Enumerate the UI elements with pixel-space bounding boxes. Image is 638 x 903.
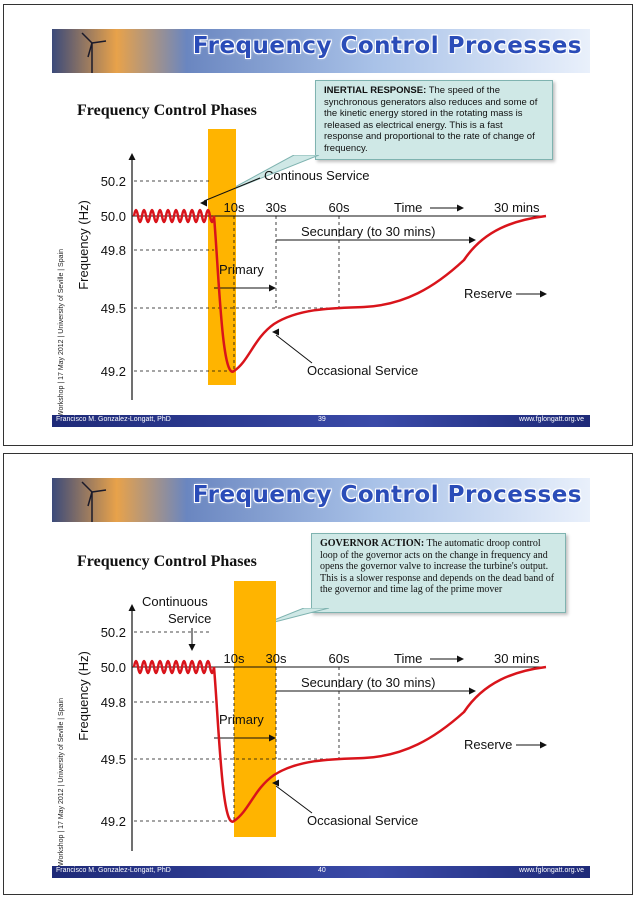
y-tick-label: 50.2 (101, 625, 126, 640)
arrow-head (272, 328, 279, 336)
inertial-response-callout: INERTIAL RESPONSE: The speed of the sync… (315, 80, 553, 160)
arrow-head (269, 734, 276, 742)
frequency-curve (132, 659, 547, 823)
footer-bar: Francisco M. Gonzalez-Longatt, PhD 40 ww… (52, 866, 590, 878)
primary-label: Primary (219, 712, 264, 727)
reserve-label: Reserve (464, 286, 512, 301)
x-tick-label: 60s (329, 200, 350, 215)
y-tick-label: 50.0 (101, 209, 126, 224)
banner-background (52, 29, 590, 73)
arrow-head (128, 153, 136, 160)
callout-text: The automatic droop control loop of the … (320, 538, 555, 595)
x-tick-label: 30s (266, 651, 287, 666)
callout-pointer (259, 608, 330, 627)
secondary-label: Secundary (to 30 mins) (301, 675, 435, 690)
callout-text: The speed of the synchronous generators … (324, 85, 538, 154)
footer-bar: Francisco M. Gonzalez-Longatt, PhD 39 ww… (52, 415, 590, 427)
wind-turbine-icon (81, 32, 107, 73)
y-tick-label: 49.8 (101, 695, 126, 710)
arrow-head (469, 236, 476, 244)
arrow-head (200, 199, 207, 207)
phase-title: Frequency Control Phases (77, 553, 257, 570)
frequency-chart: 50.2 50.0 49.8 49.5 49.2 10s 30s 60s Frequency (… (76, 581, 547, 851)
footer-page: 39 (318, 416, 326, 423)
frequency-chart: 50.2 50.0 49.8 49.5 49.2 10s 30s 60s Frequency (… (76, 129, 547, 400)
side-label: Workshop | 17 May 2012 | University of S… (58, 249, 65, 417)
y-tick-label: 49.5 (101, 752, 126, 767)
response-phase-band (234, 581, 276, 837)
slide-40: Frequency Control Processes Frequency Co… (3, 453, 633, 895)
y-tick-label: 50.2 (101, 174, 126, 189)
end-time-label: 30 mins (494, 651, 540, 666)
callout-lead: INERTIAL RESPONSE: (324, 85, 427, 96)
reserve-label: Reserve (464, 737, 512, 752)
continuous-service-label: Continuous (142, 594, 208, 609)
continuous-service-label: Continous Service (264, 168, 370, 183)
banner-title: Frequency Control Processes (192, 482, 582, 508)
service-arrow (203, 177, 261, 202)
time-label: Time (394, 200, 422, 215)
y-tick-label: 49.2 (101, 364, 126, 379)
governor-action-callout: GOVERNOR ACTION: The automatic droop con… (311, 533, 566, 613)
banner-background (52, 478, 590, 522)
arrow-head (469, 687, 476, 695)
footer-url[interactable]: www.fglongatt.org.ve (519, 867, 584, 874)
secondary-label: Secundary (to 30 mins) (301, 224, 435, 239)
arrow-head (457, 655, 464, 663)
callout-lead: GOVERNOR ACTION: (320, 538, 425, 549)
x-tick-label: 10s (224, 200, 245, 215)
occasional-service-label: Occasional Service (307, 363, 418, 378)
y-tick-label: 50.0 (101, 660, 126, 675)
banner-title: Frequency Control Processes (192, 33, 582, 59)
title-banner: Frequency Control Processes (52, 478, 590, 522)
arrow-head (188, 644, 196, 651)
arrow-head (272, 779, 279, 787)
occasional-arrow (275, 785, 313, 814)
footer-url[interactable]: www.fglongatt.org.ve (519, 416, 584, 423)
response-phase-band (208, 129, 236, 385)
arrow-head (540, 741, 547, 749)
arrow-head (269, 284, 276, 292)
y-axis-label: Frequency (Hz) (76, 200, 91, 290)
y-tick-label: 49.2 (101, 814, 126, 829)
y-tick-label: 49.5 (101, 301, 126, 316)
phase-title: Frequency Control Phases (77, 102, 257, 119)
footer-page: 40 (318, 867, 326, 874)
arrow-head (128, 604, 136, 611)
continuous-service-label-2: Service (168, 611, 211, 626)
title-banner: Frequency Control Processes (52, 29, 590, 73)
side-label: Workshop | 17 May 2012 | University of S… (58, 698, 65, 866)
frequency-curve (132, 208, 547, 373)
footer-author: Francisco M. Gonzalez-Longatt, PhD (56, 867, 171, 874)
footer-author: Francisco M. Gonzalez-Longatt, PhD (56, 416, 171, 423)
arrow-head (540, 290, 547, 298)
end-time-label: 30 mins (494, 200, 540, 215)
y-tick-label: 49.8 (101, 243, 126, 258)
primary-label: Primary (219, 262, 264, 277)
time-label: Time (394, 651, 422, 666)
occasional-service-label: Occasional Service (307, 813, 418, 828)
arrow-head (457, 204, 464, 212)
y-axis-label: Frequency (Hz) (76, 651, 91, 741)
occasional-arrow (275, 334, 313, 364)
x-tick-label: 60s (329, 651, 350, 666)
wind-turbine-icon (81, 481, 107, 522)
x-tick-label: 10s (224, 651, 245, 666)
x-tick-label: 30s (266, 200, 287, 215)
slide-39: Frequency Control Processes Frequency Co… (3, 4, 633, 446)
